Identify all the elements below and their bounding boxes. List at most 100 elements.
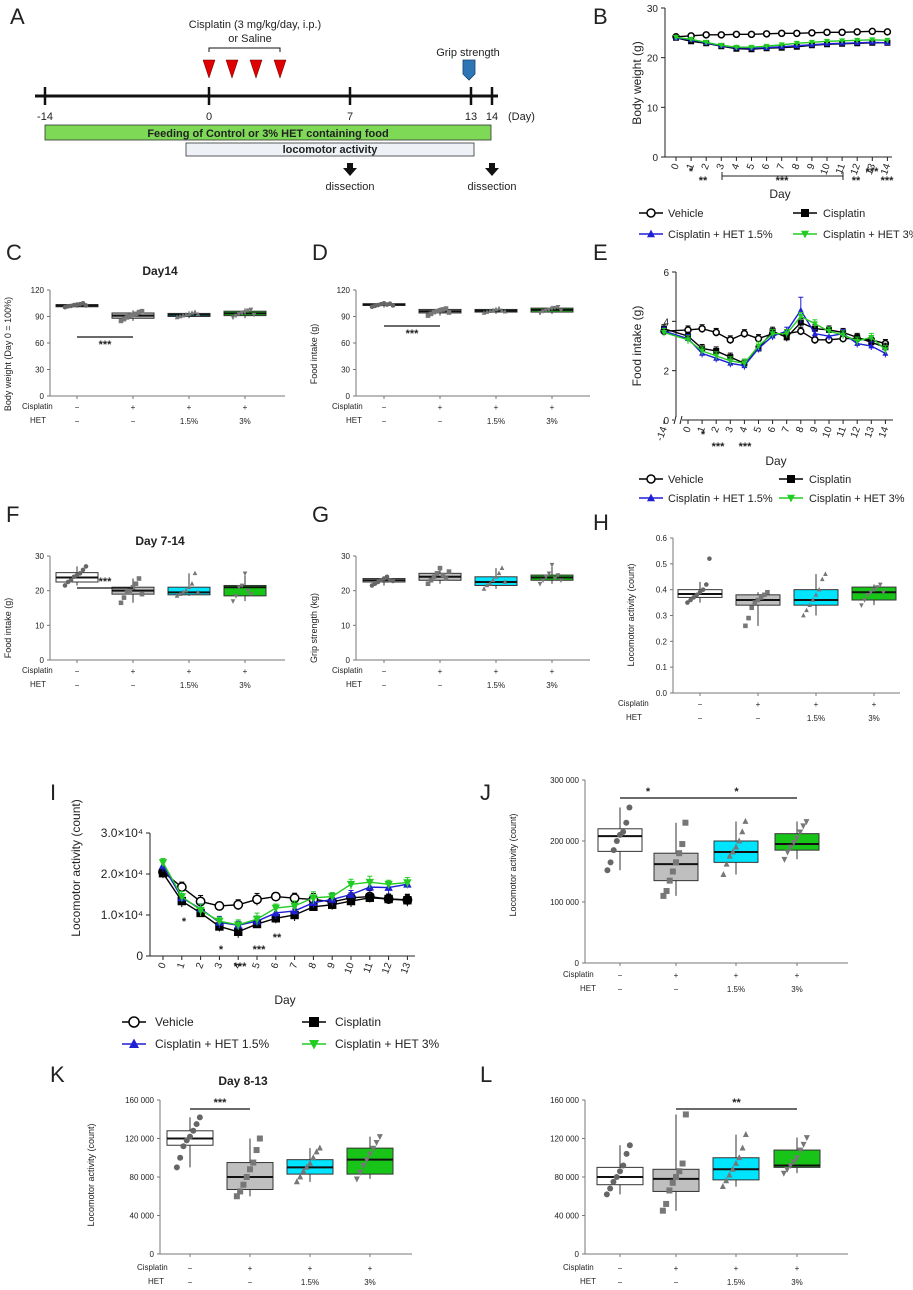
data-point	[763, 43, 770, 50]
data-point	[729, 848, 736, 855]
data-point	[816, 586, 822, 592]
x-tick-label: 10	[821, 425, 835, 440]
data-point	[808, 39, 815, 46]
data-point	[758, 595, 764, 600]
box-chart-d: 0 30 60 90 120 − − + − +1.5% +3% ***	[337, 286, 590, 426]
data-point	[256, 1135, 263, 1142]
data-point	[390, 578, 396, 584]
data-point	[328, 893, 337, 902]
data-point	[739, 828, 746, 835]
data-point	[868, 342, 875, 349]
x-tick-label: 2	[194, 961, 206, 970]
data-point	[883, 28, 892, 36]
data-point	[617, 1168, 623, 1175]
feeding-label: Feeding of Control or 3% HET containing …	[147, 128, 388, 140]
panel-label-i: I	[50, 780, 56, 805]
data-point	[679, 841, 686, 848]
data-point	[540, 309, 546, 314]
data-point	[865, 592, 871, 598]
data-point	[881, 590, 886, 596]
data-point	[673, 859, 679, 866]
x-tick-label: 4	[730, 162, 742, 171]
y-tick-label: 1.0×10⁴	[101, 908, 143, 922]
data-point	[236, 312, 242, 317]
data-point	[233, 899, 244, 910]
data-point	[752, 600, 758, 605]
data-point	[797, 327, 805, 335]
data-point	[230, 599, 236, 604]
data-point	[158, 868, 168, 878]
y-tick-label: 0	[652, 153, 658, 164]
data-point	[189, 580, 195, 586]
data-point	[685, 600, 690, 605]
het-value: −	[131, 417, 136, 426]
data-point	[139, 308, 145, 314]
group-label-cisplatin-j: Cisplatin	[563, 970, 594, 979]
significance-label: *	[734, 786, 739, 798]
cisplatin-value: +	[243, 667, 248, 676]
data-point	[130, 312, 136, 318]
data-point	[647, 493, 655, 502]
data-point	[174, 593, 180, 598]
data-point	[552, 576, 558, 582]
data-point	[754, 334, 763, 343]
y-tick-label: 30	[341, 552, 350, 561]
x-tick-label: 14	[879, 162, 893, 177]
data-point	[558, 578, 564, 584]
data-point	[443, 576, 449, 581]
data-point	[784, 849, 791, 856]
data-point	[543, 308, 549, 314]
y-tick-label: 0.0	[656, 689, 668, 698]
legend-vehicle-label: Vehicle	[668, 474, 703, 486]
y-tick-label: 0.3	[656, 612, 668, 621]
legend-marker-icon	[122, 1038, 146, 1048]
x-tick-label: 1	[685, 162, 697, 171]
data-point	[384, 894, 393, 904]
data-point	[180, 589, 186, 595]
legend-marker-icon	[639, 229, 663, 238]
data-point	[484, 582, 490, 588]
data-point	[543, 574, 549, 580]
x-tick-label: 6	[766, 425, 778, 434]
dissection-label-day7: dissection	[326, 181, 375, 193]
data-point	[215, 917, 224, 926]
xlabel-i: Day	[274, 993, 295, 1007]
x-tick-label: 7	[288, 961, 300, 970]
data-point	[62, 583, 68, 588]
data-point	[440, 572, 446, 578]
data-point	[158, 859, 168, 868]
ylabel-g: Grip strength (kg)	[309, 593, 319, 663]
cisplatin-value: +	[494, 403, 499, 412]
data-point	[718, 42, 725, 49]
data-point	[192, 309, 198, 314]
y-tick-label: 30	[341, 366, 350, 375]
axis-break	[673, 415, 677, 425]
data-point	[720, 870, 727, 877]
group-label-cisplatin-k: Cisplatin	[137, 1263, 168, 1272]
injection-arrow-icon	[225, 59, 239, 79]
cisplatin-value: +	[248, 1264, 253, 1273]
data-point	[691, 595, 697, 600]
panel-label-h: H	[593, 510, 609, 535]
data-point	[719, 1183, 726, 1190]
data-point	[360, 1163, 367, 1170]
data-point	[823, 571, 828, 577]
het-value: 1.5%	[487, 417, 505, 426]
x-tick-label: 8	[794, 425, 806, 434]
data-point	[310, 1154, 317, 1161]
injection-arrow-icon	[202, 59, 216, 79]
data-point	[765, 589, 770, 595]
het-value: 1.5%	[727, 985, 745, 994]
group-label-cisplatin-l: Cisplatin	[563, 1263, 594, 1272]
cisplatin-value: +	[550, 403, 555, 412]
significance-label: ***	[712, 441, 726, 453]
y-tick-label: 200 000	[550, 837, 579, 846]
data-point	[243, 1174, 250, 1180]
y-tick-label: 10	[647, 103, 659, 114]
x-tick-label: 5	[752, 425, 764, 434]
data-point	[177, 893, 186, 902]
data-point	[736, 1154, 743, 1161]
data-point	[727, 358, 734, 365]
data-point	[490, 577, 496, 583]
